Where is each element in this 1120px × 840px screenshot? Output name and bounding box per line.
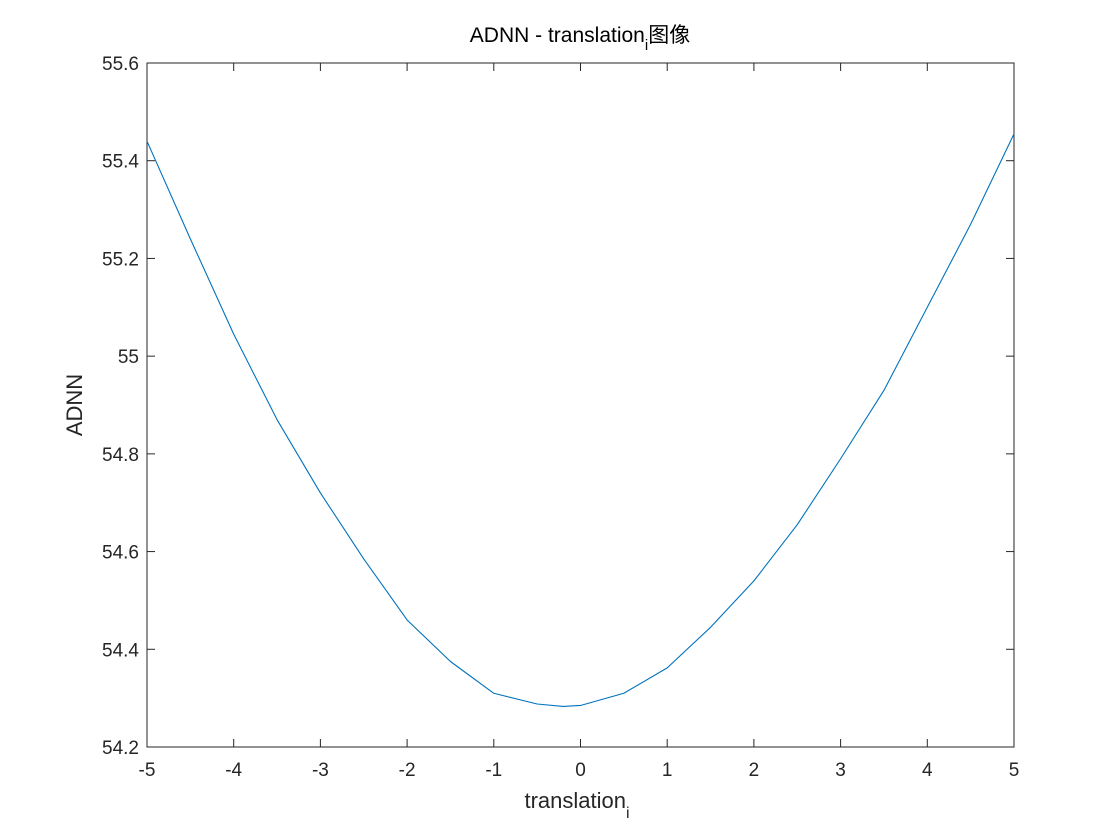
x-axis-ticks: -5 -4 -3 -2 -1 0 1 2 3 4 5 — [139, 63, 1020, 781]
series-layer — [146, 133, 1015, 708]
x-tick-label: -5 — [139, 760, 156, 781]
x-axis-label: translationi — [524, 788, 629, 822]
chart-title: ADNN - translationi图像 — [470, 24, 690, 54]
y-tick-label: 55 — [118, 347, 139, 368]
x-tick-label: 0 — [575, 760, 586, 781]
x-tick-label: -3 — [312, 760, 329, 781]
y-axis-ticks: 54.2 54.4 54.6 54.8 55 55.2 55.4 55.6 — [102, 54, 1014, 759]
y-tick-label: 55.6 — [102, 54, 139, 75]
x-tick-label: 5 — [1009, 760, 1020, 781]
x-tick-label: 4 — [922, 760, 933, 781]
y-tick-label: 54.6 — [102, 543, 139, 564]
y-tick-label: 54.2 — [102, 738, 139, 759]
x-tick-label: -1 — [485, 760, 502, 781]
y-tick-label: 54.8 — [102, 445, 139, 466]
y-tick-label: 55.4 — [102, 152, 139, 173]
x-tick-label: 1 — [662, 760, 673, 781]
series-line — [146, 133, 1015, 708]
plot-area: -5 -4 -3 -2 -1 0 1 2 3 4 5 54.254.454.654.85555.25… — [102, 54, 1019, 781]
x-tick-label: 2 — [749, 760, 760, 781]
x-tick-label: -2 — [399, 760, 416, 781]
y-tick-label: 54.4 — [102, 640, 139, 661]
x-tick-label: 3 — [835, 760, 846, 781]
y-axis-label: ADNN — [62, 374, 87, 436]
x-tick-label: -4 — [225, 760, 242, 781]
y-tick-label: 55.2 — [102, 249, 139, 270]
